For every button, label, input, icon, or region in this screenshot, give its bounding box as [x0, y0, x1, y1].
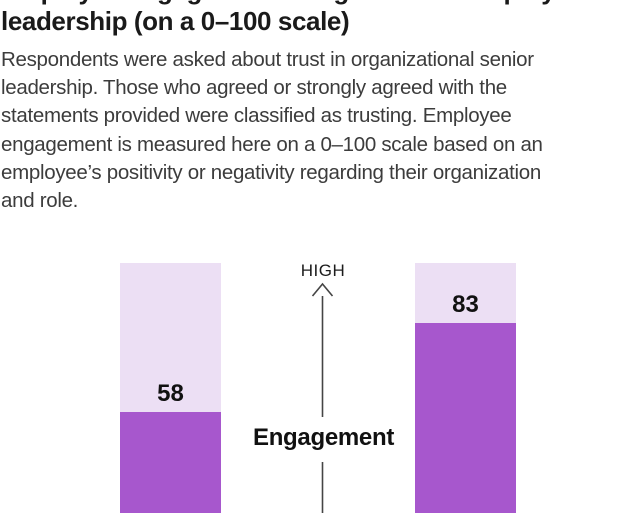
description-line: engagement is measured here on a 0–100 s…: [1, 132, 543, 156]
description-line: employee’s positivity or negativity rega…: [1, 160, 541, 184]
chart-description: Respondents were asked about trust in or…: [1, 46, 543, 215]
engagement-axis-label: Engagement: [252, 424, 395, 451]
axis-high-label: HIGH: [300, 261, 346, 280]
chart-title-line2: leadership (on a 0–100 scale): [1, 6, 350, 36]
bar-low-trust-fill: [120, 412, 221, 513]
chart-title: Employee engagement is higher when emplo…: [1, 0, 636, 37]
bar-high-trust-fill: [415, 323, 516, 513]
description-line: leadership. Those who agreed or strongly…: [1, 76, 507, 100]
description-line: and role.: [1, 189, 79, 213]
description-line: statements provided were classified as t…: [1, 104, 512, 128]
bar-high-trust-value: 83: [452, 291, 479, 319]
description-line: Respondents were asked about trust in or…: [1, 48, 534, 71]
bar-high-trust: 83: [415, 263, 516, 513]
bar-low-trust-value: 58: [157, 380, 184, 408]
bar-low-trust: 58: [120, 263, 221, 513]
chart-title-line1-clipped: Employee engagement is higher when emplo…: [1, 0, 636, 6]
engagement-axis-arrow-icon: [311, 282, 334, 513]
